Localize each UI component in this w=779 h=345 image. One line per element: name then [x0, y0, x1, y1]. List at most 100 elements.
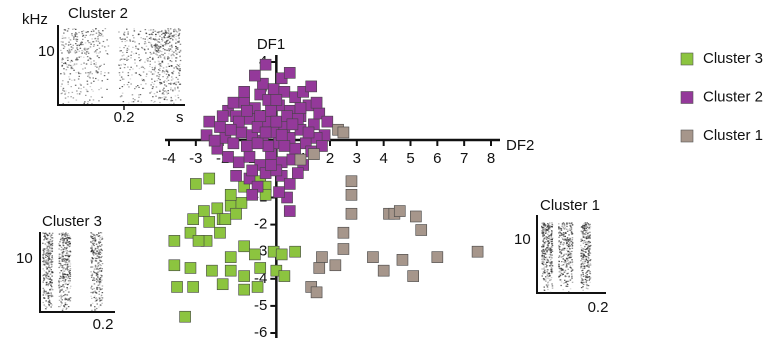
spectrogram-pixel: [62, 245, 65, 247]
spectrogram-pixel: [62, 58, 64, 60]
spectrogram-pixel: [99, 250, 101, 252]
spectrogram-pixel: [177, 28, 180, 30]
spectrogram-pixel: [152, 29, 155, 31]
spectrogram-pixel: [541, 231, 544, 233]
legend-label: Cluster 2: [703, 88, 763, 105]
spectrogram-pixel: [98, 253, 100, 255]
spectrogram-pixel: [66, 307, 68, 309]
spectrogram-pixel: [50, 288, 52, 290]
point: [232, 156, 245, 169]
spectrogram-pixel: [43, 304, 45, 306]
spectrogram-pixel: [102, 30, 104, 32]
spectrogram-pixel: [51, 261, 54, 263]
spectrogram-pixel: [88, 76, 91, 78]
spectrogram-pixel: [62, 80, 64, 82]
spectrogram-pixel: [96, 276, 99, 278]
spectrogram-pixel: [546, 240, 549, 242]
spectrogram-pixel: [571, 277, 573, 279]
spectrogram-pixel: [94, 260, 96, 262]
spectrogram-pixel: [570, 227, 573, 229]
spectrogram-pixel: [68, 276, 70, 279]
spectrogram-pixel: [159, 35, 161, 37]
spectrogram-pixel: [85, 94, 87, 96]
x-tick-label: 3: [353, 150, 361, 167]
spectrogram-pixel: [167, 39, 169, 41]
spectrogram-pixel: [550, 255, 552, 257]
spectrogram-pixel: [166, 81, 168, 83]
spectrogram-pixel: [583, 222, 585, 225]
spectrogram-pixel: [148, 29, 150, 31]
spectrogram-pixel: [138, 43, 140, 45]
spectrogram-pixel: [165, 41, 168, 43]
x-tick-label: -4: [162, 150, 175, 167]
spectrogram-pixel: [570, 253, 573, 255]
spectrogram-pixel: [569, 240, 571, 242]
point: [278, 270, 291, 282]
spectrogram-pixel: [587, 235, 590, 237]
spectrogram-pixel: [118, 64, 120, 66]
spectrogram-pixel: [170, 53, 173, 56]
y-axis-label: DF1: [257, 36, 285, 53]
spectrogram-pixel: [582, 283, 585, 285]
spectrogram-pixel: [43, 279, 45, 281]
spectrogram-pixel: [546, 259, 549, 261]
spectrogram-pixel: [583, 225, 586, 227]
spectrogram-pixel: [91, 236, 94, 238]
spectrogram-pixel: [50, 266, 53, 268]
spectrogram-pixel: [571, 231, 573, 233]
spectrogram-pixel: [66, 264, 69, 266]
inset-ytick: 10: [16, 250, 33, 267]
spectrogram-pixel: [51, 244, 54, 246]
spectrogram-pixel: [541, 268, 543, 270]
spectrogram-pixel: [65, 253, 67, 255]
spectrogram-pixel: [46, 275, 49, 277]
spectrogram-pixel: [66, 244, 69, 246]
spectrogram-pixel: [65, 250, 67, 252]
spectrogram-pixel: [101, 268, 103, 270]
spectrogram-pixel: [582, 225, 584, 227]
point: [267, 83, 280, 95]
spectrogram-pixel: [545, 266, 548, 268]
spectrogram-pixel: [51, 258, 54, 260]
spectrogram-pixel: [51, 295, 54, 297]
spectrogram-pixel: [559, 235, 561, 237]
spectrogram-pixel: [558, 260, 560, 263]
spectrogram-pixel: [42, 232, 44, 234]
spectrogram-pixel: [99, 232, 102, 234]
spectrogram-pixel: [44, 235, 46, 237]
spectrogram-pixel: [585, 243, 588, 246]
spectrogram-pixel: [48, 241, 51, 243]
spectrogram-pixel: [134, 62, 136, 64]
spectrogram-pixel: [100, 87, 102, 89]
spectrogram-pixel: [161, 93, 164, 95]
spectrogram-pixel: [47, 260, 49, 262]
spectrogram-pixel: [60, 93, 63, 95]
spectrogram-pixel: [80, 56, 82, 58]
spectrogram-pixel: [558, 223, 560, 225]
spectrogram-pixel: [98, 42, 101, 44]
spectrogram-pixel: [157, 31, 160, 33]
point: [211, 202, 224, 215]
spectrogram-pixel: [48, 257, 50, 259]
point: [238, 270, 250, 282]
spectrogram-pixel: [66, 294, 68, 296]
spectrogram-pixel: [98, 66, 100, 68]
spectrogram-pixel: [95, 243, 98, 245]
spectrogram-pixel: [90, 82, 93, 84]
spectrogram-pixel: [588, 264, 591, 266]
spectrogram-pixel: [73, 38, 75, 40]
spectrogram-pixel: [541, 257, 544, 259]
spectrogram-pixel: [559, 227, 561, 229]
spectrogram-pixel: [91, 245, 93, 247]
spectrogram-pixel: [99, 259, 101, 261]
spectrogram-pixel: [46, 261, 48, 263]
spectrogram-pixel: [549, 225, 551, 227]
spectrogram-pixel: [168, 36, 171, 38]
spectrogram-pixel: [565, 225, 567, 227]
spectrogram-pixel: [91, 273, 94, 275]
spectrogram-pixel: [145, 32, 148, 35]
spectrogram-pixel: [558, 227, 560, 229]
spectrogram-pixel: [589, 248, 591, 250]
point: [192, 235, 205, 247]
spectrogram-pixel: [551, 242, 554, 244]
